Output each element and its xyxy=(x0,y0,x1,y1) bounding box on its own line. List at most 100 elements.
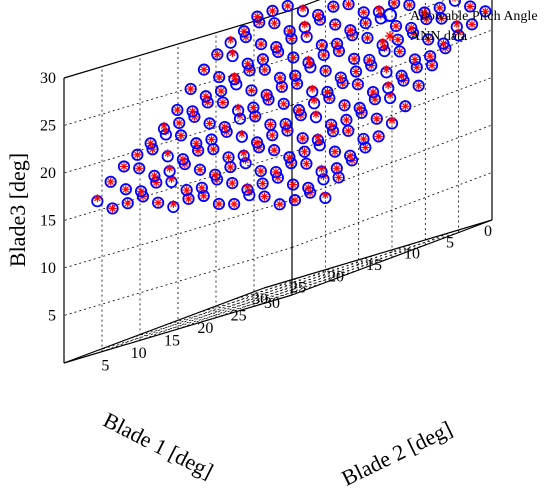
allowable-pitch-point xyxy=(131,148,144,161)
ann-data-point xyxy=(214,199,223,208)
ann-data-point xyxy=(226,35,235,44)
ann-data-point xyxy=(289,53,298,62)
allowable-pitch-point xyxy=(465,18,479,31)
ann-data-point xyxy=(298,4,307,13)
ann-data-point xyxy=(405,0,414,9)
y-tick-label: 5 xyxy=(101,358,109,375)
ann-data-point xyxy=(321,66,330,75)
allowable-pitch-point xyxy=(279,117,292,131)
ann-data-point xyxy=(249,103,258,112)
ann-data-point xyxy=(310,96,319,105)
allowable-pitch-point xyxy=(190,137,203,150)
ann-data-point xyxy=(298,134,307,143)
ann-data-point xyxy=(374,132,383,141)
ann-data-point xyxy=(226,163,235,172)
ann-data-point xyxy=(313,133,322,142)
ann-data-point xyxy=(270,19,279,28)
allowable-pitch-point xyxy=(104,175,117,188)
allowable-pitch-point xyxy=(171,103,184,117)
ann-data-point xyxy=(207,135,216,144)
ann-data-point xyxy=(361,19,370,28)
allowable-pitch-point xyxy=(216,96,230,109)
allowable-pitch-point xyxy=(334,71,347,84)
ann-data-point xyxy=(243,182,252,191)
allowable-pitch-point xyxy=(273,71,287,85)
ann-data-point xyxy=(146,139,155,148)
allowable-pitch-point xyxy=(357,6,370,19)
allowable-pitch-point xyxy=(249,110,262,123)
allowable-pitch-point xyxy=(363,53,376,67)
ann-data-point xyxy=(106,177,115,186)
allowable-pitch-point xyxy=(212,197,226,211)
ann-data-point xyxy=(188,107,197,116)
ann-data-point xyxy=(439,39,448,48)
allowable-pitch-point xyxy=(237,25,251,38)
ann-data-point xyxy=(268,6,277,15)
ann-data-point xyxy=(215,73,224,82)
allowable-pitch-point xyxy=(448,0,462,7)
legend-circle-marker xyxy=(383,8,397,22)
ann-data-point xyxy=(378,38,387,47)
ann-data-point xyxy=(270,146,279,155)
allowable-pitch-point xyxy=(422,33,435,46)
allowable-pitch-point xyxy=(173,116,186,130)
allowable-pitch-point xyxy=(264,118,277,131)
ann-data-point xyxy=(407,23,416,32)
ann-data-point xyxy=(382,65,391,74)
allowable-pitch-point xyxy=(289,69,302,82)
ann-data-point xyxy=(353,80,362,89)
allowable-pitch-point xyxy=(203,117,216,130)
ann-data-point xyxy=(251,112,260,121)
allowable-pitch-point xyxy=(344,24,357,37)
allowable-pitch-point xyxy=(251,10,264,23)
allowable-pitch-point xyxy=(287,51,300,64)
x-tick-label: 0 xyxy=(484,223,492,240)
ann-data-point xyxy=(253,12,262,21)
ann-data-point xyxy=(209,145,218,154)
ann-data-point xyxy=(451,0,459,2)
allowable-pitch-point xyxy=(403,0,416,12)
grid-line xyxy=(291,77,493,153)
allowable-pitch-point xyxy=(302,181,315,194)
ann-data-point xyxy=(424,35,433,44)
allowable-pitch-point xyxy=(312,8,325,22)
z-axis-label: Blade3 [deg] xyxy=(5,153,30,267)
allowable-pitch-point xyxy=(269,165,283,179)
allowable-pitch-point xyxy=(256,177,269,190)
allowable-pitch-point xyxy=(338,99,351,112)
ann-data-point xyxy=(283,1,292,10)
allowable-pitch-point xyxy=(351,78,364,91)
frame-edge xyxy=(263,219,493,289)
allowable-pitch-point xyxy=(330,162,343,175)
allowable-pitch-point xyxy=(359,141,372,154)
allowable-pitch-point xyxy=(300,157,313,170)
x-tick-label: 30 xyxy=(252,291,268,308)
ann-data-point xyxy=(468,20,476,29)
allowable-pitch-point xyxy=(197,189,210,202)
z-tick-label: 25 xyxy=(40,118,56,135)
allowable-pitch-point xyxy=(260,88,273,101)
ann-data-point xyxy=(230,200,239,209)
data-points xyxy=(91,0,492,215)
allowable-pitch-point xyxy=(214,85,228,98)
allowable-pitch-point xyxy=(425,59,439,72)
ann-data-point xyxy=(266,120,275,129)
x-axis-label: Blade 1 [deg] xyxy=(99,407,217,484)
legend-label-allowable: Allowable Pitch Angle xyxy=(410,9,538,24)
allowable-pitch-point xyxy=(391,33,404,46)
allowable-pitch-point xyxy=(239,30,252,44)
y-tick-label: 30 xyxy=(264,295,280,312)
ann-data-point xyxy=(182,186,191,195)
allowable-pitch-point xyxy=(275,80,288,93)
ann-data-point xyxy=(327,120,336,129)
ann-data-point xyxy=(426,52,435,61)
ann-data-point xyxy=(291,71,300,80)
allowable-pitch-point xyxy=(388,0,401,10)
allowable-pitch-point xyxy=(321,85,334,99)
allowable-pitch-point xyxy=(277,97,290,110)
allowable-pitch-point xyxy=(315,39,328,52)
ann-data-point xyxy=(390,0,399,8)
allowable-pitch-point xyxy=(266,4,279,17)
ann-data-point xyxy=(256,167,265,176)
